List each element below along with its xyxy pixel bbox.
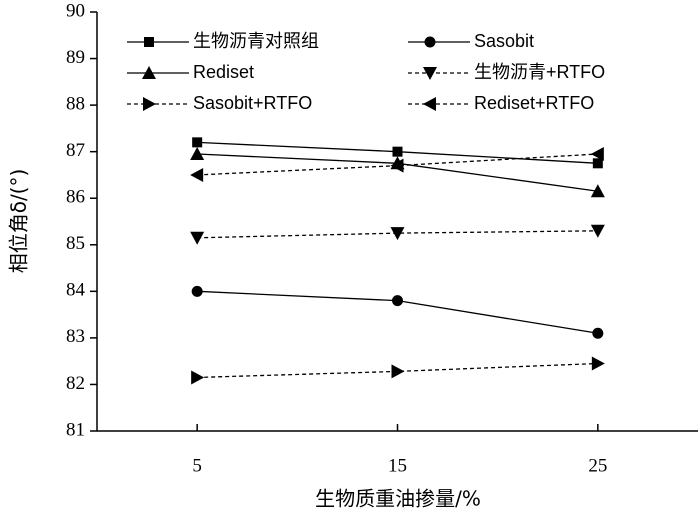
y-axis-label: 相位角δ/(°) <box>7 169 31 274</box>
legend-label: Sasobit <box>474 31 534 51</box>
marker <box>143 97 156 111</box>
y-tick-label: 85 <box>66 233 85 254</box>
marker <box>142 66 156 79</box>
marker <box>190 146 205 160</box>
y-tick-label: 90 <box>66 0 85 21</box>
marker <box>592 327 604 339</box>
series-line <box>197 362 598 379</box>
y-tick-label: 83 <box>66 326 85 347</box>
marker <box>391 364 405 379</box>
x-tick-label: 15 <box>388 455 407 476</box>
marker <box>190 167 204 182</box>
legend-label: Rediset+RTFO <box>474 93 594 113</box>
legend-label: 生物沥青对照组 <box>193 31 319 51</box>
legend-label: Sasobit+RTFO <box>193 93 312 113</box>
marker <box>591 356 605 371</box>
marker <box>390 227 405 241</box>
y-tick-label: 87 <box>66 140 85 161</box>
marker <box>191 370 205 385</box>
y-tick-label: 89 <box>66 47 85 68</box>
marker <box>592 158 603 169</box>
x-tick-label: 5 <box>192 455 202 476</box>
marker <box>590 184 605 198</box>
marker <box>590 224 605 238</box>
marker <box>192 137 203 148</box>
marker <box>392 146 403 157</box>
marker <box>423 97 436 111</box>
marker <box>423 67 437 80</box>
marker <box>590 146 604 161</box>
marker <box>190 231 205 245</box>
legend-label: 生物沥青+RTFO <box>474 62 605 82</box>
y-tick-label: 88 <box>66 93 85 114</box>
marker <box>144 37 154 47</box>
series-line <box>197 153 598 176</box>
x-tick-label: 25 <box>588 455 607 476</box>
marker <box>191 285 203 297</box>
x-axis-label: 生物质重油掺量/% <box>315 487 481 511</box>
y-tick-label: 86 <box>66 187 85 208</box>
legend-label: Rediset <box>193 62 254 82</box>
y-tick-label: 81 <box>66 419 85 440</box>
y-tick-label: 82 <box>66 373 85 394</box>
marker <box>390 158 404 173</box>
y-tick-label: 84 <box>66 280 86 301</box>
marker <box>392 295 403 307</box>
series-line <box>197 230 598 239</box>
marker <box>424 36 436 48</box>
